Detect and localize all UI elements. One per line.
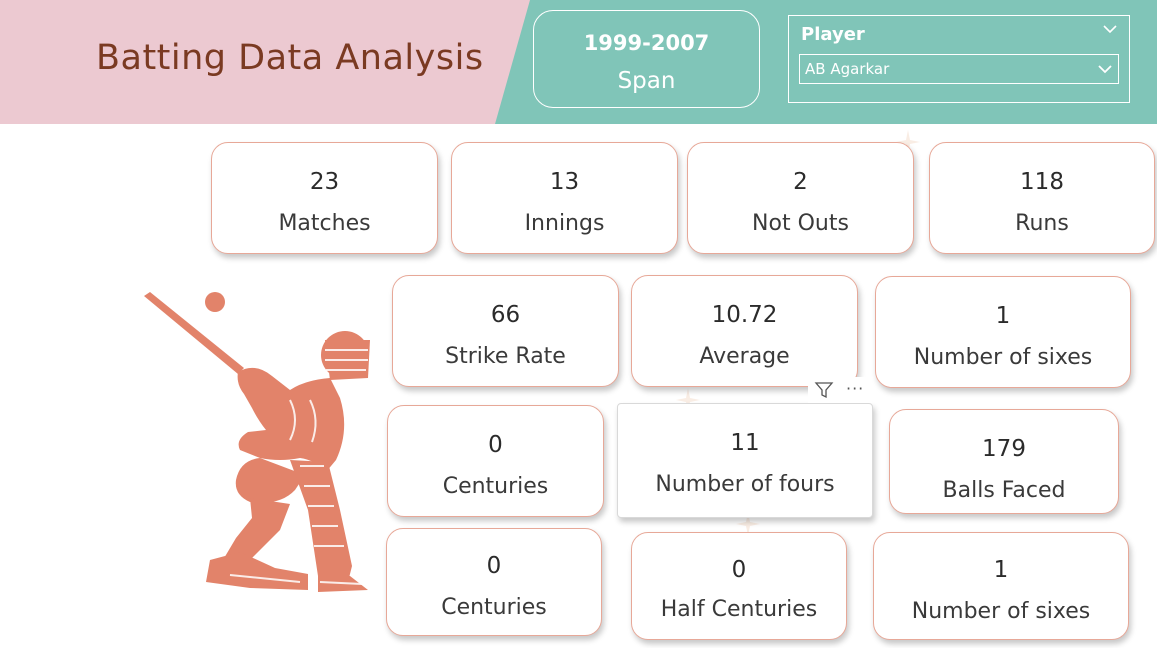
stat-label: Strike Rate [445,344,566,369]
stat-value: 179 [982,436,1026,462]
chevron-down-icon[interactable] [1101,20,1119,38]
stat-card-centuries-2[interactable]: 0 Centuries [386,528,602,636]
stat-card-strike-rate[interactable]: 66 Strike Rate [392,275,619,387]
sparkle-icon [676,388,700,412]
stat-label: Half Centuries [660,597,818,622]
stat-value: 2 [793,169,808,195]
stat-card-runs[interactable]: 118 Runs [929,142,1155,254]
stat-value: 1 [995,303,1011,329]
stat-value: 10.72 [711,302,778,328]
sparkle-icon [736,512,760,536]
stat-label: Centuries [441,595,547,620]
stat-value: 0 [488,432,503,458]
title-banner [0,0,530,124]
stat-label: Number of sixes [913,345,1093,370]
stat-label: Average [699,344,790,369]
stat-card-sixes-2[interactable]: 1 Number of sixes [873,532,1129,640]
stat-card-sixes[interactable]: 1 Number of sixes [875,276,1131,388]
stat-label: Number of fours [655,472,835,497]
stat-value: 0 [486,553,502,579]
stat-value: 0 [731,557,747,583]
stat-card-average[interactable]: 10.72 Average [631,275,858,387]
filter-icon[interactable] [814,380,834,400]
stat-value: 23 [309,169,340,195]
stat-card-innings[interactable]: 13 Innings [451,142,678,254]
stat-value: 1 [993,557,1009,583]
stat-label: Balls Faced [942,478,1066,503]
stat-label: Not Outs [752,211,849,236]
more-options-icon[interactable]: ··· [846,379,865,398]
stat-card-centuries[interactable]: 0 Centuries [387,405,604,517]
stat-card-not-outs[interactable]: 2 Not Outs [687,142,914,254]
page-title: Batting Data Analysis [96,38,484,78]
player-dropdown-value: AB Agarkar [805,60,890,78]
stat-card-half-centuries[interactable]: 0 Half Centuries [631,532,847,640]
stat-value: 13 [549,169,580,195]
span-card[interactable]: 1999-2007 Span [533,10,760,108]
sparkle-icon [896,130,920,154]
stat-label: Runs [1015,211,1069,236]
stat-card-balls-faced[interactable]: 179 Balls Faced [889,409,1119,514]
stat-label: Innings [524,211,605,236]
stat-value: 118 [1020,169,1064,195]
stat-card-fours[interactable]: 11 Number of fours [617,403,873,518]
player-slicer[interactable]: Player AB Agarkar [788,15,1130,103]
slicer-title: Player [801,24,865,45]
span-value: 1999-2007 [583,31,710,55]
stat-value: 11 [730,430,760,456]
cricket-batsman-icon [144,292,370,592]
chevron-down-icon[interactable] [1096,60,1114,78]
span-label: Span [617,68,676,94]
stat-value: 66 [490,302,521,328]
stat-label: Number of sixes [911,599,1091,624]
stat-label: Matches [278,211,371,236]
stat-label: Centuries [442,474,549,499]
stat-card-matches[interactable]: 23 Matches [211,142,438,254]
visual-header-toolbar: ··· [808,377,872,403]
player-dropdown[interactable]: AB Agarkar [799,54,1119,84]
